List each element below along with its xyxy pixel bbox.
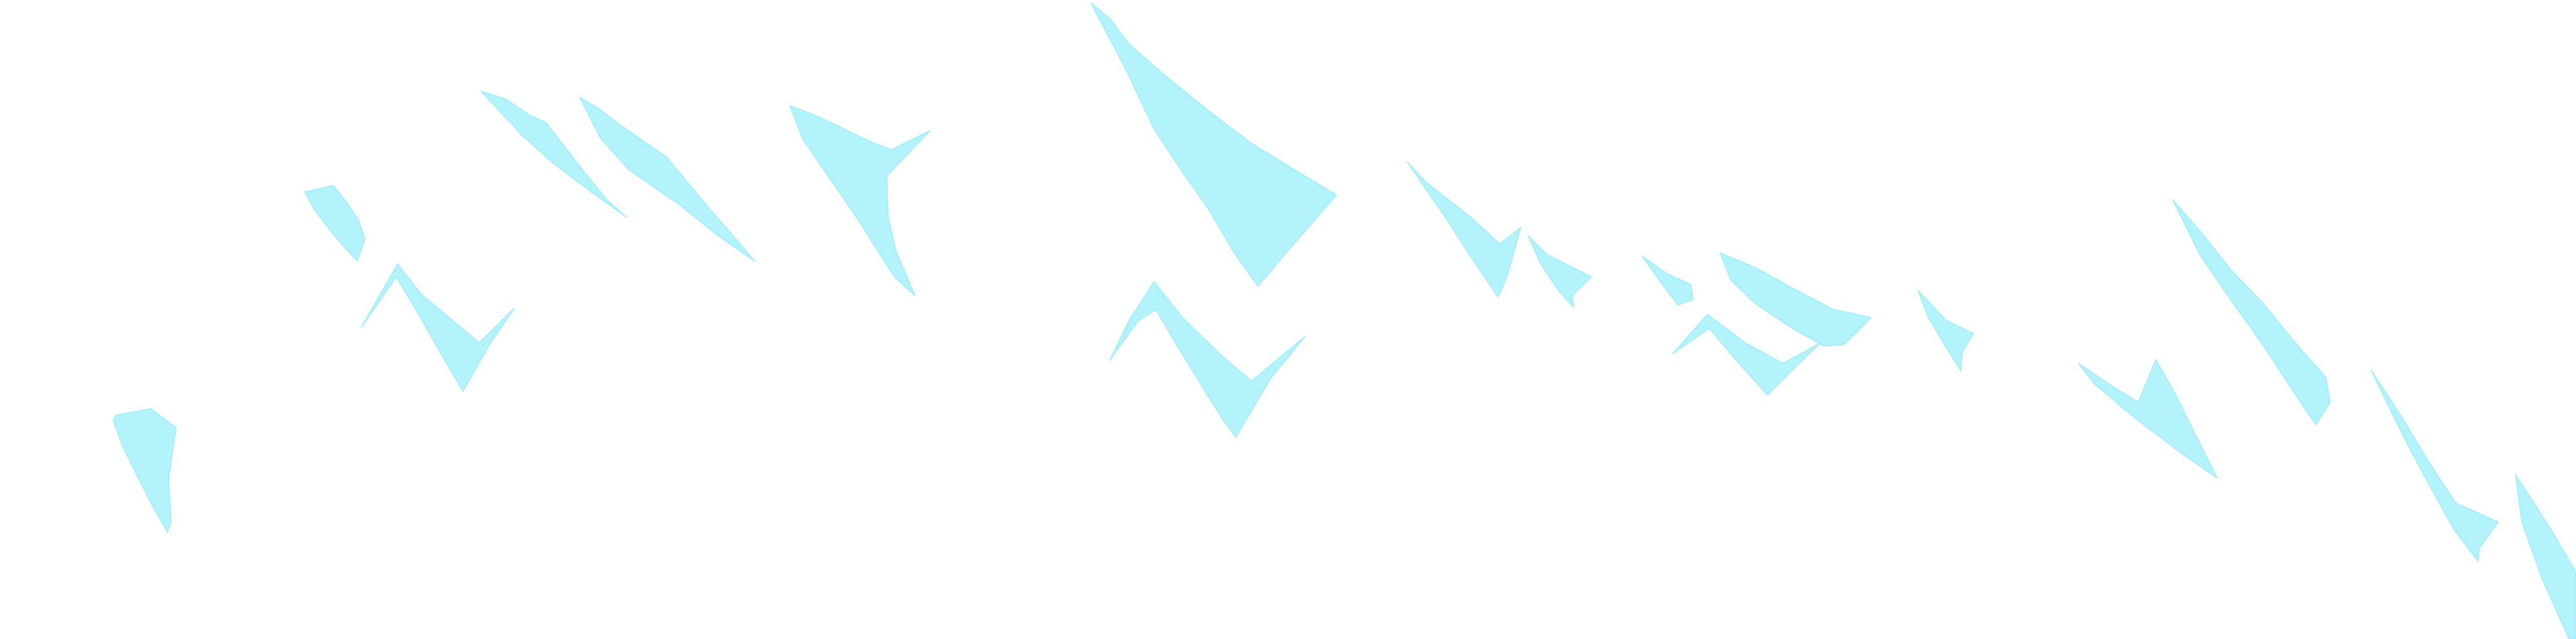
peak-center-right-c-shadow <box>1642 256 1694 306</box>
peak-far-right-edge <box>2515 474 2576 639</box>
peak-center-right-c <box>1642 256 1694 306</box>
peak-center-right-b <box>1528 235 1592 308</box>
ridge-right-long <box>2172 199 2331 425</box>
ridge-slope-a <box>480 91 627 218</box>
peak-center-right-b-shadow <box>1528 235 1592 308</box>
peak-left-low-shadow <box>113 408 177 533</box>
ridge-slope-a-shadow <box>480 91 627 218</box>
ridge-right-center <box>1719 252 1872 347</box>
peak-central-summit-shadow <box>1091 3 1337 287</box>
peak-far-right <box>2370 369 2499 562</box>
peak-center-left <box>789 105 930 296</box>
peak-center-left-shadow <box>789 105 930 296</box>
peak-right-a-shadow <box>1918 290 1974 372</box>
peak-left-upper-shadow <box>304 185 365 262</box>
peak-central-summit <box>1091 3 1337 287</box>
peak-left-low <box>113 408 177 533</box>
peak-central-lower <box>1109 281 1306 438</box>
peak-right-a <box>1918 290 1974 372</box>
peak-far-right-edge-shadow <box>2515 474 2576 639</box>
peak-right-b <box>2078 359 2218 479</box>
peak-left-middle <box>361 264 515 392</box>
peak-central-lower-shadow <box>1109 281 1306 438</box>
ridge-slope-b <box>579 97 755 262</box>
peak-right-center-lower-shadow <box>1672 314 1821 396</box>
peak-left-middle-shadow <box>361 264 515 392</box>
peak-right-center-lower <box>1672 314 1821 396</box>
peak-right-b-shadow <box>2078 359 2218 479</box>
peak-center-right-a <box>1407 162 1521 297</box>
peak-center-right-a-shadow <box>1407 162 1521 297</box>
peak-left-upper <box>304 185 365 262</box>
peak-far-right-shadow <box>2370 369 2499 562</box>
ridge-slope-b-shadow <box>579 97 755 262</box>
ridge-right-long-shadow <box>2172 199 2331 425</box>
ridge-right-center-shadow <box>1719 252 1872 347</box>
